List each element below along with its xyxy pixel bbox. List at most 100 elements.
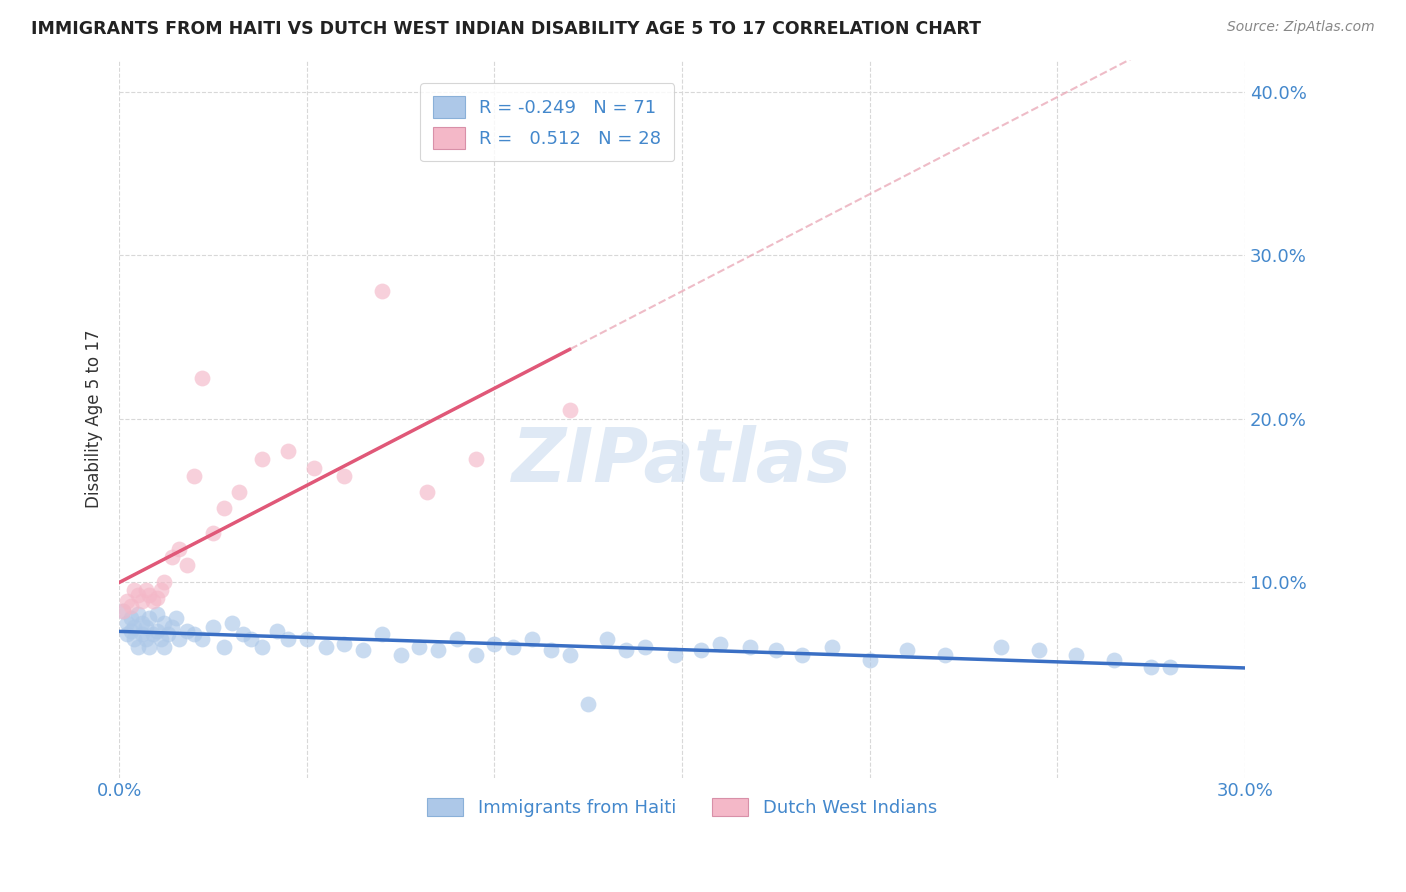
Point (127, 588, 149, 602)
Point (138, 610, 160, 624)
Point (709, 637, 731, 651)
Point (153, 615, 176, 630)
Point (124, 620, 146, 634)
Point (228, 485, 250, 500)
Point (191, 632, 214, 646)
Point (371, 285, 394, 299)
Point (146, 624, 169, 638)
Point (214, 501, 236, 516)
Point (520, 632, 543, 646)
Point (295, 632, 318, 646)
Point (160, 550, 183, 565)
Point (1028, 643, 1050, 657)
Point (221, 615, 243, 630)
Point (183, 627, 205, 641)
Point (333, 468, 356, 483)
Point (484, 637, 506, 651)
Point (1064, 648, 1087, 663)
Point (576, 697, 599, 711)
Point (352, 643, 374, 657)
Point (183, 468, 205, 483)
Point (135, 632, 157, 646)
Point (464, 648, 486, 663)
Point (142, 594, 165, 608)
Point (1102, 653, 1125, 667)
Point (277, 632, 299, 646)
Point (202, 620, 225, 634)
Point (191, 371, 214, 385)
Point (239, 632, 262, 646)
Point (149, 582, 172, 597)
Point (427, 643, 450, 657)
Point (135, 582, 157, 597)
Point (896, 643, 918, 657)
Text: Source: ZipAtlas.com: Source: ZipAtlas.com (1227, 20, 1375, 34)
Point (160, 620, 183, 634)
Point (138, 588, 160, 602)
Point (333, 637, 356, 651)
Point (146, 591, 169, 605)
Point (115, 615, 138, 630)
Point (124, 632, 146, 646)
Point (416, 485, 439, 500)
Text: IMMIGRANTS FROM HAITI VS DUTCH WEST INDIAN DISABILITY AGE 5 TO 17 CORRELATION CH: IMMIGRANTS FROM HAITI VS DUTCH WEST INDI… (31, 20, 981, 37)
Point (131, 627, 153, 641)
Point (315, 640, 337, 654)
Y-axis label: Disability Age 5 to 17: Disability Age 5 to 17 (86, 329, 103, 508)
Point (664, 648, 686, 663)
Point (502, 640, 524, 654)
Point (111, 604, 134, 618)
Point (135, 620, 157, 634)
Point (408, 640, 430, 654)
Point (633, 640, 655, 654)
Point (202, 525, 225, 540)
Point (169, 632, 191, 646)
Point (464, 452, 486, 467)
Point (153, 640, 176, 654)
Point (558, 648, 581, 663)
Point (371, 627, 394, 641)
Point (138, 640, 160, 654)
Point (250, 452, 273, 467)
Point (142, 627, 165, 641)
Point (689, 643, 711, 657)
Point (176, 558, 198, 573)
Point (1140, 659, 1163, 673)
Point (389, 648, 412, 663)
Point (214, 640, 236, 654)
Point (596, 632, 619, 646)
Point (120, 624, 142, 638)
Point (115, 594, 138, 608)
Point (120, 599, 142, 614)
Point (540, 643, 562, 657)
Point (131, 594, 153, 608)
Point (1159, 659, 1181, 673)
Point (176, 624, 198, 638)
Point (153, 574, 176, 589)
Point (558, 403, 581, 417)
Point (250, 640, 273, 654)
Point (120, 610, 142, 624)
Text: ZIPatlas: ZIPatlas (512, 425, 852, 498)
Point (111, 604, 134, 618)
Point (149, 632, 172, 646)
Point (765, 643, 787, 657)
Point (792, 648, 814, 663)
Legend: Immigrants from Haiti, Dutch West Indians: Immigrants from Haiti, Dutch West Indian… (418, 789, 946, 826)
Point (127, 607, 149, 622)
Point (169, 542, 191, 557)
Point (990, 640, 1012, 654)
Point (821, 640, 844, 654)
Point (157, 627, 180, 641)
Point (614, 643, 637, 657)
Point (124, 582, 146, 597)
Point (146, 607, 169, 622)
Point (232, 627, 254, 641)
Point (446, 632, 468, 646)
Point (131, 615, 153, 630)
Point (304, 460, 326, 475)
Point (277, 444, 299, 458)
Point (165, 610, 187, 624)
Point (115, 627, 138, 641)
Point (266, 624, 288, 638)
